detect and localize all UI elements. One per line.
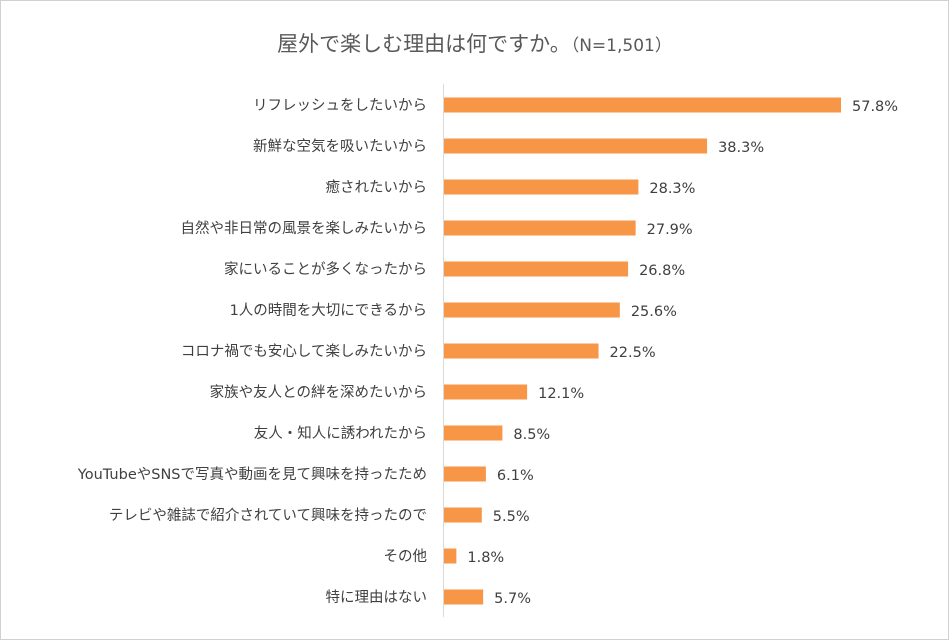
category-label: YouTubeやSNSで写真や動画を見て興味を持ったため [77, 465, 427, 483]
category-label: 特に理由はない [326, 589, 428, 606]
category-label: 癒されたいから [326, 179, 428, 196]
title-sample-size: （N=1,501） [570, 36, 672, 56]
category-label: リフレッシュをしたいから [253, 97, 427, 114]
bar [444, 138, 708, 154]
chart-title: 屋外で楽しむ理由は何ですか。（N=1,501） [0, 28, 949, 58]
value-label: 5.7% [494, 591, 531, 607]
bar [444, 220, 636, 236]
bar [444, 507, 482, 523]
value-label: 28.3% [649, 181, 695, 197]
value-label: 57.8% [852, 99, 898, 115]
bar [444, 466, 486, 482]
value-label: 6.1% [497, 468, 534, 484]
category-label: 家にいることが多くなったから [224, 261, 427, 278]
value-label: 8.5% [513, 427, 550, 443]
value-label: 38.3% [718, 140, 764, 156]
category-label: 友人・知人に誘われたから [254, 425, 427, 442]
value-label: 26.8% [639, 263, 685, 279]
bar [444, 302, 620, 318]
value-label: 25.6% [631, 304, 677, 320]
value-label: 5.5% [493, 509, 530, 525]
bar [444, 97, 841, 113]
category-label: テレビや雑誌で紹介されていて興味を持ったので [109, 507, 427, 524]
bar [444, 384, 528, 400]
bar [444, 261, 629, 277]
value-label: 22.5% [610, 345, 656, 361]
bar [444, 343, 599, 359]
value-label: 12.1% [538, 386, 584, 402]
category-label: 新鮮な空気を吸いたいから [253, 138, 427, 155]
value-label: 1.8% [467, 550, 504, 566]
title-text: 屋外で楽しむ理由は何ですか。 [277, 32, 571, 56]
category-label: 家族や友人との絆を深めたいから [210, 384, 427, 401]
value-label: 27.9% [647, 222, 693, 238]
bar [444, 589, 484, 605]
bar [444, 425, 503, 441]
category-label: 自然や非日常の風景を楽しみたいから [181, 220, 428, 237]
bar [444, 548, 457, 564]
bar [444, 179, 639, 195]
category-label: コロナ禍でも安心して楽しみたいから [181, 343, 427, 360]
category-label: その他 [384, 548, 428, 565]
category-label: 1人の時間を大切にできるから [230, 302, 427, 319]
